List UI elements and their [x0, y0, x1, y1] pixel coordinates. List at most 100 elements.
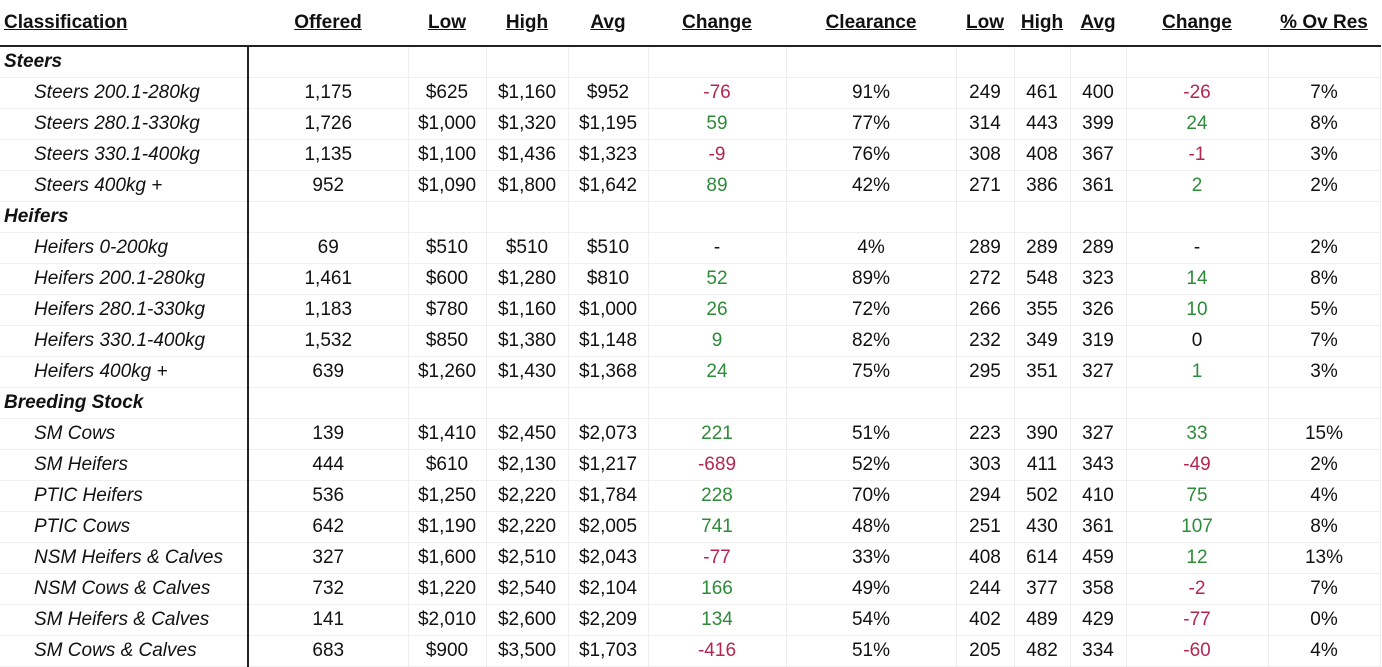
table-row: Steers 330.1-400kg 1,135 $1,100 $1,436 $1,32… [0, 139, 1381, 171]
high-cell: $1,160 [486, 77, 569, 109]
offered-cell: 1,183 [248, 294, 409, 326]
high-ckg-cell: 443 [1014, 108, 1071, 140]
table-row: NSM Cows & Calves 732 $1,220 $2,540 $2,104 16… [0, 573, 1381, 605]
change-cell: 741 [648, 511, 787, 543]
clearance-cell: 4% [786, 232, 957, 264]
header-change-ckg[interactable]: Change [1126, 0, 1268, 47]
clearance-cell: 82% [786, 325, 957, 357]
header-ov-res[interactable]: % Ov Res [1268, 0, 1380, 47]
ov-res-cell: 4% [1268, 635, 1381, 667]
empty-cell [568, 201, 649, 233]
high-ckg-cell: 502 [1014, 480, 1071, 512]
header-low[interactable]: Low [408, 0, 486, 47]
empty-cell [248, 387, 409, 419]
high-cell: $1,430 [486, 356, 569, 388]
change-cell: 228 [648, 480, 787, 512]
ov-res-cell: 3% [1268, 356, 1381, 388]
clearance-cell: 75% [786, 356, 957, 388]
high-ckg-cell: 482 [1014, 635, 1071, 667]
low-cell: $1,410 [408, 418, 487, 450]
table-row: SM Heifers 444 $610 $2,130 $1,217 -689 52% 303 4… [0, 449, 1381, 481]
low-ckg-cell: 272 [956, 263, 1015, 295]
empty-cell [1070, 201, 1127, 233]
classification-cell: Steers 280.1-330kg [0, 108, 249, 140]
low-ckg-cell: 223 [956, 418, 1015, 450]
low-cell: $625 [408, 77, 487, 109]
ov-res-cell: 7% [1268, 573, 1381, 605]
low-cell: $610 [408, 449, 487, 481]
avg-cell: $952 [568, 77, 649, 109]
category-label: Heifers [0, 201, 249, 233]
avg-ckg-cell: 289 [1070, 232, 1127, 264]
change-ckg-cell: 33 [1126, 418, 1269, 450]
offered-cell: 1,175 [248, 77, 409, 109]
table-row: SM Cows & Calves 683 $900 $3,500 $1,703 -416 5… [0, 635, 1381, 667]
low-cell: $780 [408, 294, 487, 326]
avg-ckg-cell: 410 [1070, 480, 1127, 512]
header-avg-ckg[interactable]: Avg [1070, 0, 1126, 47]
classification-cell: SM Heifers & Calves [0, 604, 249, 636]
high-cell: $1,800 [486, 170, 569, 202]
high-ckg-cell: 289 [1014, 232, 1071, 264]
avg-cell: $1,642 [568, 170, 649, 202]
low-ckg-cell: 271 [956, 170, 1015, 202]
header-classification[interactable]: Classification [0, 0, 248, 47]
header-offered[interactable]: Offered [248, 0, 408, 47]
ov-res-cell: 13% [1268, 542, 1381, 574]
change-ckg-cell: 2 [1126, 170, 1269, 202]
change-ckg-cell: -26 [1126, 77, 1269, 109]
header-clearance[interactable]: Clearance [786, 0, 956, 47]
empty-cell [1126, 46, 1269, 78]
empty-cell [1268, 201, 1381, 233]
high-cell: $1,380 [486, 325, 569, 357]
clearance-cell: 49% [786, 573, 957, 605]
empty-cell [1014, 46, 1071, 78]
ov-res-cell: 8% [1268, 108, 1381, 140]
low-cell: $510 [408, 232, 487, 264]
table-row: Heifers 0-200kg 69 $510 $510 $510-4% 289 289 28… [0, 232, 1381, 264]
low-cell: $1,090 [408, 170, 487, 202]
header-high-ckg[interactable]: High [1014, 0, 1070, 47]
header-low-ckg[interactable]: Low [956, 0, 1014, 47]
ov-res-cell: 7% [1268, 325, 1381, 357]
change-cell: 221 [648, 418, 787, 450]
ov-res-cell: 15% [1268, 418, 1381, 450]
change-ckg-cell: 75 [1126, 480, 1269, 512]
change-cell: 59 [648, 108, 787, 140]
high-cell: $1,320 [486, 108, 569, 140]
header-high[interactable]: High [486, 0, 568, 47]
avg-ckg-cell: 334 [1070, 635, 1127, 667]
avg-cell: $2,005 [568, 511, 649, 543]
high-cell: $3,500 [486, 635, 569, 667]
classification-cell: PTIC Cows [0, 511, 249, 543]
offered-cell: 952 [248, 170, 409, 202]
change-cell: -9 [648, 139, 787, 171]
table-body: Steers Steers 200.1-280kg 1,175 $625 $1,160 $… [0, 46, 1381, 667]
high-ckg-cell: 386 [1014, 170, 1071, 202]
offered-cell: 327 [248, 542, 409, 574]
header-avg[interactable]: Avg [568, 0, 648, 47]
classification-cell: SM Cows [0, 418, 249, 450]
avg-ckg-cell: 319 [1070, 325, 1127, 357]
ov-res-cell: 4% [1268, 480, 1381, 512]
low-cell: $1,250 [408, 480, 487, 512]
table-row: Heifers 200.1-280kg 1,461 $600 $1,280 $810 52… [0, 263, 1381, 295]
clearance-cell: 70% [786, 480, 957, 512]
change-ckg-cell: -60 [1126, 635, 1269, 667]
table-row: Steers 280.1-330kg 1,726 $1,000 $1,320 $1,19… [0, 108, 1381, 140]
offered-cell: 1,726 [248, 108, 409, 140]
avg-ckg-cell: 358 [1070, 573, 1127, 605]
low-ckg-cell: 251 [956, 511, 1015, 543]
high-ckg-cell: 408 [1014, 139, 1071, 171]
avg-ckg-cell: 400 [1070, 77, 1127, 109]
clearance-cell: 77% [786, 108, 957, 140]
offered-cell: 1,532 [248, 325, 409, 357]
table-row: Steers 400kg +952 $1,090 $1,800 $1,642 89 42%… [0, 170, 1381, 202]
low-cell: $1,190 [408, 511, 487, 543]
empty-cell [486, 201, 569, 233]
category-row: Breeding Stock [0, 387, 1381, 419]
offered-cell: 1,135 [248, 139, 409, 171]
classification-cell: Heifers 200.1-280kg [0, 263, 249, 295]
high-ckg-cell: 355 [1014, 294, 1071, 326]
header-change[interactable]: Change [648, 0, 786, 47]
